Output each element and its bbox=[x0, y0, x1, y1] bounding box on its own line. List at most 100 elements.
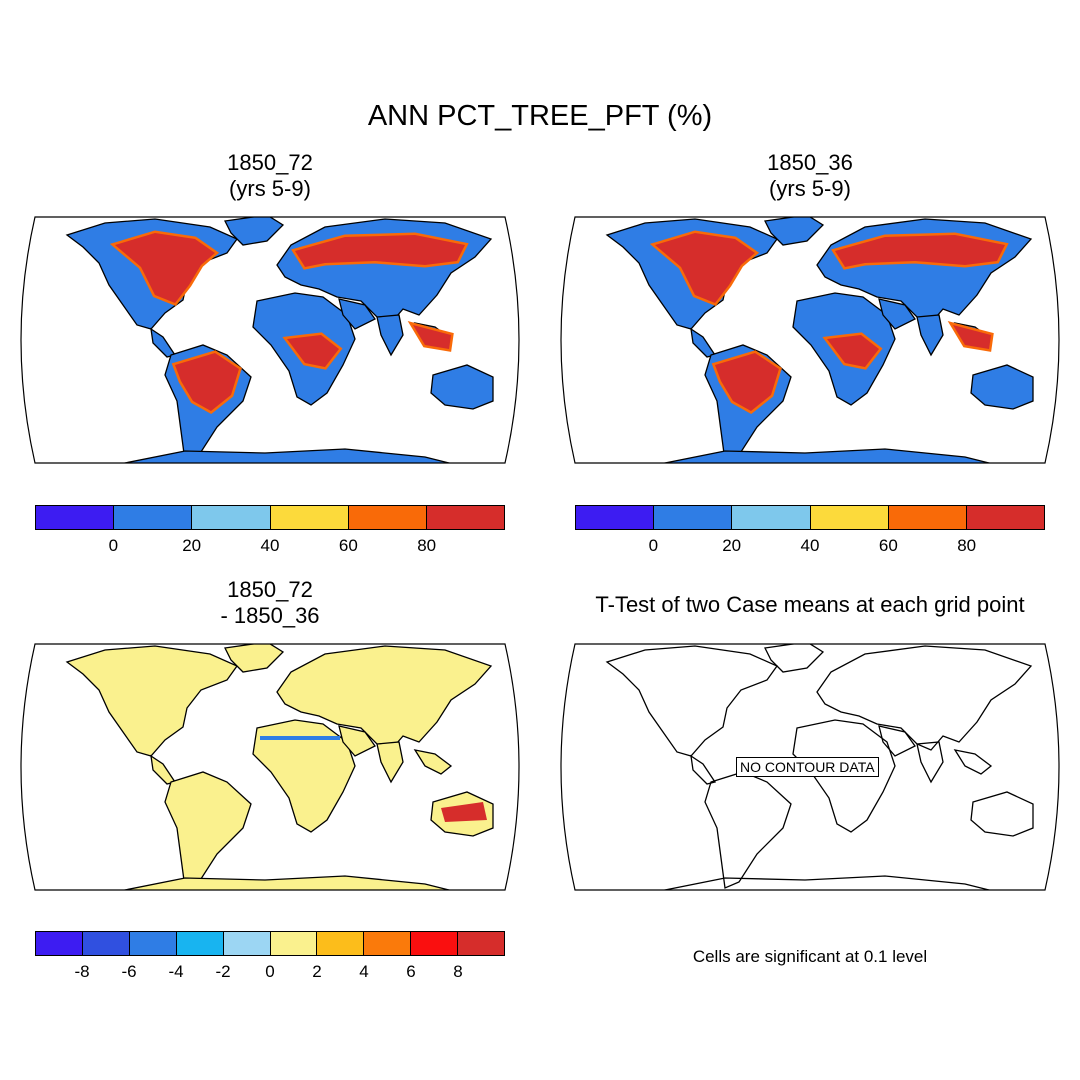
forest-region-namerica bbox=[115, 233, 215, 303]
continent-seasia bbox=[413, 749, 453, 775]
colorbar-tick-label: 20 bbox=[182, 536, 202, 555]
colorbar-swatch bbox=[810, 506, 889, 529]
colorbar-swatch bbox=[654, 506, 733, 529]
colorbar-tick-label: 80 bbox=[957, 536, 977, 555]
continent-eurasia bbox=[816, 645, 1033, 751]
colorbar-swatch bbox=[270, 506, 349, 529]
continent-camerica bbox=[150, 754, 177, 785]
colorbar-swatch bbox=[223, 932, 271, 955]
forest-region-eurasia bbox=[295, 235, 465, 267]
colorbar-swatch bbox=[458, 932, 505, 955]
continent-india bbox=[376, 314, 404, 357]
colorbar-tick-label: 8 bbox=[453, 962, 463, 981]
colorbar-tick-label: -6 bbox=[121, 962, 137, 981]
forest-region-samerica bbox=[175, 353, 239, 411]
colorbar-tick-label: 0 bbox=[648, 536, 659, 555]
colorbar-ticks: -8 -6 -4 -2 0 2 4 6 8 bbox=[35, 962, 505, 984]
colorbar-swatch bbox=[114, 506, 193, 529]
colorbar-tick-label: 4 bbox=[359, 962, 369, 981]
forest-region-africa bbox=[287, 335, 339, 367]
continent-arabia bbox=[878, 725, 916, 757]
colorbar-1850-72 bbox=[35, 505, 505, 530]
map-border bbox=[20, 216, 520, 464]
difference-negative-band bbox=[260, 736, 340, 740]
panel-title-1850-72: 1850_72 (yrs 5-9) bbox=[170, 150, 370, 202]
colorbar-swatch bbox=[966, 506, 1045, 529]
colorbar-swatch bbox=[36, 506, 115, 529]
forest-region-seasia bbox=[413, 325, 451, 349]
continent-antarctica bbox=[104, 448, 466, 463]
colorbar-tick-label: 20 bbox=[722, 536, 742, 555]
figure-title: ANN PCT_TREE_PFT (%) bbox=[367, 100, 713, 132]
colorbar-swatch bbox=[888, 506, 967, 529]
colorbar-tick-label: 2 bbox=[312, 962, 322, 981]
continent-camerica bbox=[690, 754, 717, 785]
colorbar-ticks: 0 20 40 60 80 bbox=[35, 536, 505, 558]
continent-australia bbox=[970, 364, 1034, 410]
continent-arabia bbox=[878, 298, 916, 330]
colorbar-tick-label: 0 bbox=[108, 536, 119, 555]
colorbar-swatch bbox=[411, 932, 459, 955]
colorbar-ticks: 0 20 40 60 80 bbox=[575, 536, 1045, 558]
map-ttest bbox=[545, 632, 1075, 902]
difference-positive-region bbox=[441, 802, 487, 822]
map-border bbox=[20, 643, 520, 891]
colorbar-tick-label: 80 bbox=[417, 536, 437, 555]
continent-seasia bbox=[953, 749, 993, 775]
continent-africa bbox=[252, 719, 356, 833]
map-border bbox=[560, 216, 1060, 464]
colorbar-swatch bbox=[270, 932, 318, 955]
colorbar-tick-label: 0 bbox=[265, 962, 275, 981]
panel-title-line1: 1850_72 bbox=[227, 577, 313, 602]
continent-india bbox=[916, 741, 944, 784]
continent-antarctica bbox=[644, 875, 1006, 890]
colorbar-tick-label: 60 bbox=[878, 536, 898, 555]
continent-samerica bbox=[704, 771, 792, 889]
colorbar-swatch bbox=[317, 932, 365, 955]
continent-australia bbox=[970, 791, 1034, 837]
continent-antarctica bbox=[104, 875, 466, 890]
colorbar-tick-label: -2 bbox=[215, 962, 231, 981]
colorbar-swatch bbox=[82, 932, 130, 955]
panel-title-ttest: T-Test of two Case means at each grid po… bbox=[595, 592, 1025, 617]
colorbar-difference bbox=[35, 931, 505, 956]
map-border bbox=[560, 643, 1060, 891]
colorbar-tick-label: 40 bbox=[260, 536, 280, 555]
panel-title-line2: (yrs 5-9) bbox=[769, 176, 851, 201]
continent-samerica bbox=[164, 771, 252, 889]
map-1850-36 bbox=[545, 205, 1075, 475]
forest-region-africa bbox=[827, 335, 879, 367]
map-1850-72 bbox=[5, 205, 535, 475]
colorbar-swatch bbox=[176, 932, 224, 955]
continent-camerica bbox=[150, 327, 177, 358]
map-difference bbox=[5, 632, 535, 902]
colorbar-1850-36 bbox=[575, 505, 1045, 530]
forest-region-samerica bbox=[715, 353, 779, 411]
colorbar-swatch bbox=[364, 932, 412, 955]
continent-greenland bbox=[764, 644, 825, 673]
forest-region-seasia bbox=[953, 325, 991, 349]
continent-eurasia bbox=[276, 645, 493, 751]
continent-camerica bbox=[690, 327, 717, 358]
colorbar-tick-label: -8 bbox=[74, 962, 90, 981]
continent-india bbox=[376, 741, 404, 784]
colorbar-swatch bbox=[36, 932, 83, 955]
no-contour-data-label: NO CONTOUR DATA bbox=[736, 757, 879, 777]
panel-title-line2: - 1850_36 bbox=[220, 603, 320, 628]
continent-india bbox=[916, 314, 944, 357]
colorbar-tick-label: 60 bbox=[338, 536, 358, 555]
colorbar-swatch bbox=[192, 506, 271, 529]
continent-australia bbox=[430, 364, 494, 410]
panel-title-difference: 1850_72 - 1850_36 bbox=[170, 577, 370, 629]
colorbar-tick-label: 40 bbox=[800, 536, 820, 555]
panel-title-1850-36: 1850_36 (yrs 5-9) bbox=[710, 150, 910, 202]
colorbar-swatch bbox=[348, 506, 427, 529]
colorbar-tick-label: 6 bbox=[406, 962, 416, 981]
colorbar-tick-label: -4 bbox=[168, 962, 184, 981]
forest-region-eurasia bbox=[835, 235, 1005, 267]
continent-namerica bbox=[65, 645, 238, 757]
colorbar-swatch bbox=[129, 932, 177, 955]
continent-arabia bbox=[338, 725, 376, 757]
forest-region-namerica bbox=[655, 233, 755, 303]
panel-title-line1: 1850_36 bbox=[767, 150, 853, 175]
